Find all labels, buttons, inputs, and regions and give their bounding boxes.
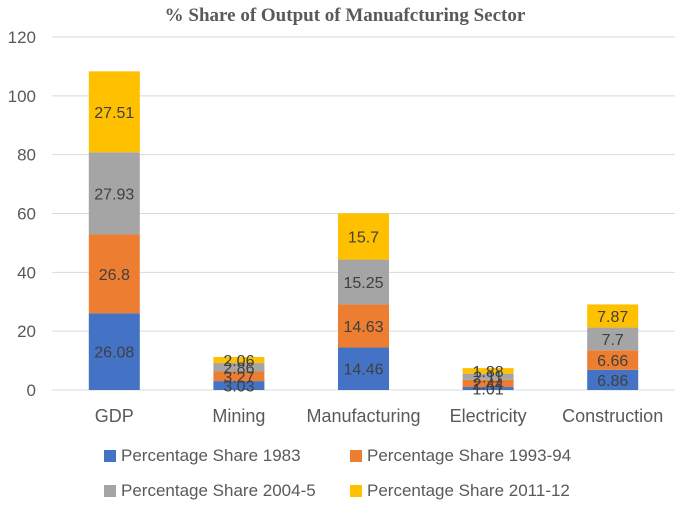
bar-segment (587, 304, 639, 328)
bar-segment (88, 313, 140, 390)
bar-segment (88, 152, 140, 235)
data-label: 2.86 (223, 360, 254, 377)
legend-label: Percentage Share 1993-94 (367, 446, 571, 465)
x-category-label: Construction (562, 406, 663, 426)
data-label: 2.11 (473, 370, 503, 387)
data-label: 2.06 (223, 353, 254, 370)
y-tick-label: 80 (17, 146, 36, 165)
x-category-label: Manufacturing (306, 406, 420, 426)
data-label: 27.51 (94, 105, 134, 122)
data-label: 6.86 (597, 373, 628, 390)
legend-label: Percentage Share 1983 (121, 446, 301, 465)
data-label: 27.93 (94, 186, 134, 203)
x-category-label: Electricity (450, 406, 527, 426)
bar-segment (88, 234, 140, 314)
bar-segment (462, 373, 514, 380)
bar-segment (213, 356, 265, 364)
data-labels: 26.08 26.8 27.93 27.51 3.033.272.862.06 14.46… (94, 105, 628, 399)
bar-segment (462, 379, 514, 388)
x-category-label: Mining (212, 406, 265, 426)
bar-segment (462, 368, 514, 374)
data-label: 26.8 (99, 267, 130, 284)
bar-segment (213, 371, 265, 382)
legend-swatch (104, 450, 116, 462)
x-category-label: GDP (95, 406, 134, 426)
bar-segment (88, 71, 140, 153)
data-label: 3.27 (223, 369, 254, 386)
bar-segment (213, 381, 265, 390)
y-tick-label: 60 (17, 205, 36, 224)
bar-segment (338, 304, 389, 348)
bar-segment (338, 259, 389, 305)
data-label: 3.03 (223, 379, 254, 396)
data-label: 14.46 (343, 362, 383, 379)
legend: Percentage Share 1983 Percentage Share 19… (104, 446, 571, 500)
bar-segment (213, 363, 265, 372)
legend-label: Percentage Share 2011-12 (367, 481, 570, 500)
bar-segment (587, 327, 639, 351)
x-axis-categories: GDP Mining Manufacturing Electricity Constru… (95, 406, 663, 426)
y-tick-label: 20 (17, 322, 36, 341)
legend-swatch (350, 450, 362, 462)
legend-swatch (350, 485, 362, 497)
data-label: 2.44 (473, 376, 504, 393)
bar-segment (587, 350, 639, 370)
bar-series-group (88, 71, 639, 390)
chart-title: % Share of Output of Manuafcturing Secto… (165, 5, 526, 26)
data-label: 7.87 (597, 309, 628, 326)
y-tick-label: 100 (8, 87, 36, 106)
bar-segment (587, 369, 639, 390)
y-tick-label: 40 (17, 263, 36, 282)
data-label: 1.88 (473, 364, 504, 381)
legend-label: Percentage Share 2004-5 (121, 481, 316, 500)
y-tick-label: 0 (27, 381, 36, 400)
bar-segment (338, 213, 389, 260)
data-label: 7.7 (602, 332, 624, 349)
data-label: 1.01 (473, 382, 504, 399)
y-axis-ticks: 0 20 40 60 80 100 120 (8, 28, 36, 400)
data-label: 14.63 (343, 319, 383, 336)
data-label: 15.25 (343, 275, 383, 292)
legend-swatch (104, 485, 116, 497)
data-label: 26.08 (94, 345, 134, 362)
bar-segment (338, 347, 389, 390)
data-label: 6.66 (597, 353, 628, 370)
data-label: 15.7 (348, 229, 379, 246)
bar-segment (462, 387, 514, 390)
y-tick-label: 120 (8, 28, 36, 47)
